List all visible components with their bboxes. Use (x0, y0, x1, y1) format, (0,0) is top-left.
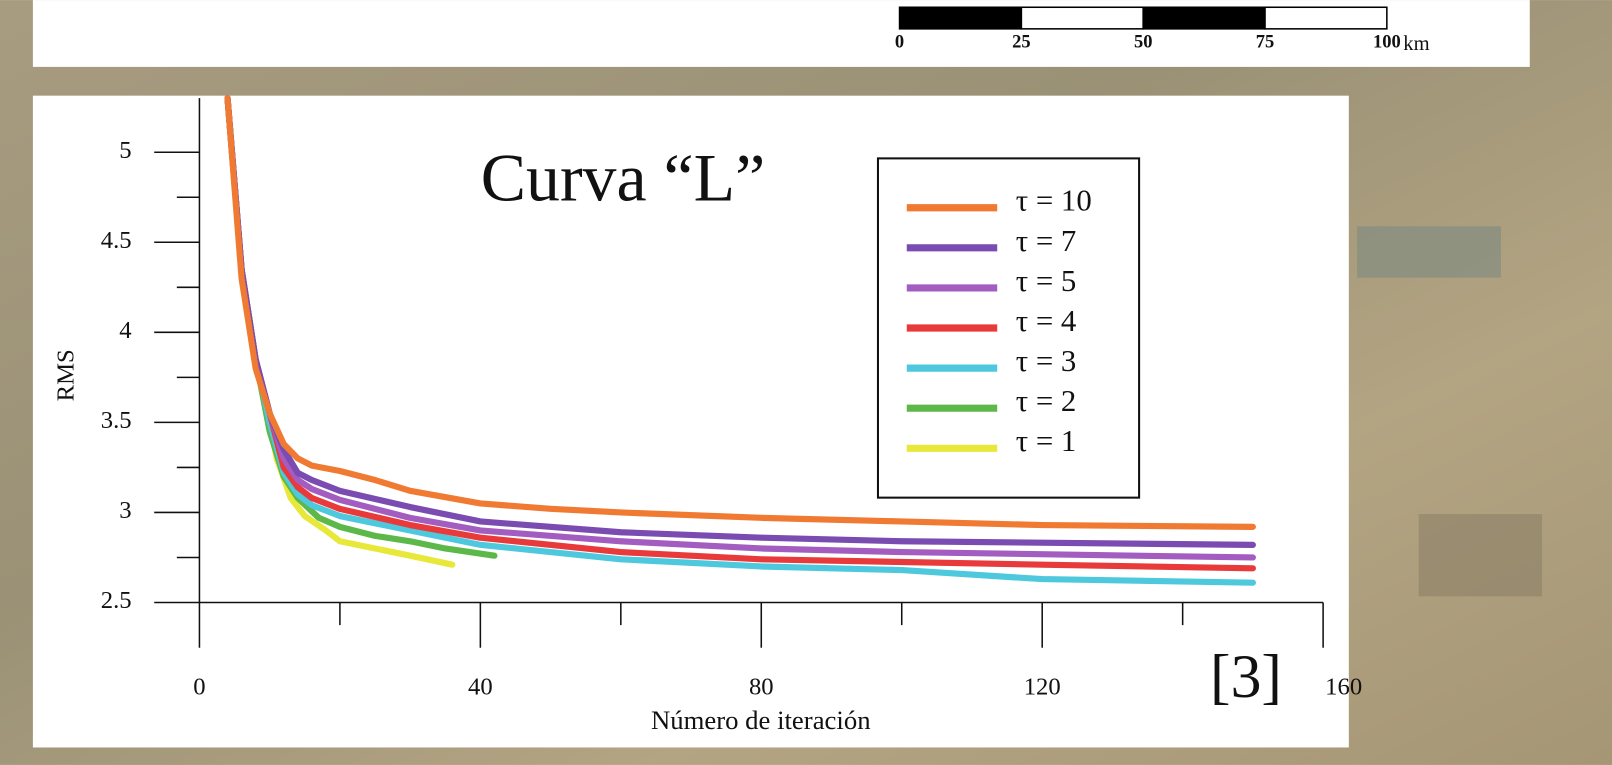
legend-label: τ = 3 (1016, 344, 1077, 378)
plot (224, 95, 1256, 586)
y-tick-label: 3 (119, 497, 131, 524)
y-tick-label: 3.5 (101, 407, 132, 434)
y-tick-label: 4 (119, 317, 131, 344)
legend-label: τ = 1 (1016, 424, 1077, 458)
scale-segment (1142, 6, 1266, 30)
series-line (224, 95, 1256, 530)
scale-label: 0 (895, 32, 904, 52)
chart-title: Curva “L” (481, 141, 765, 216)
x-tick-label: 120 (1024, 674, 1061, 701)
y-axis-label: RMS (53, 349, 80, 401)
x-tick-label: 160 (1325, 674, 1362, 701)
y-tick-label: 5 (119, 137, 131, 164)
scale-label: 50 (1134, 32, 1152, 52)
annotation: [3] (1210, 643, 1282, 711)
legend-label: τ = 2 (1016, 384, 1077, 418)
legend-label: τ = 7 (1016, 224, 1077, 258)
legend-label: τ = 4 (1016, 304, 1077, 338)
x-tick-label: 80 (749, 674, 774, 701)
background-patch (1418, 514, 1543, 597)
x-axis-label: Número de iteración (651, 705, 871, 735)
background-patch (1357, 226, 1501, 278)
y-tick-label: 2.5 (101, 587, 132, 614)
scale-unit: km (1403, 33, 1429, 55)
legend-label: τ = 5 (1016, 264, 1077, 298)
x-tick-label: 0 (193, 674, 205, 701)
scale-label: 100 (1373, 32, 1401, 52)
scale-bar: 0 25 50 75 100 km (895, 6, 1430, 55)
scale-label: 25 (1012, 32, 1031, 52)
scale-segment (1264, 6, 1388, 30)
scale-label: 75 (1256, 32, 1275, 52)
x-tick-label: 40 (468, 674, 493, 701)
scale-segment (1020, 6, 1144, 30)
y-tick-label: 4.5 (101, 227, 132, 254)
legend-label: τ = 10 (1016, 184, 1092, 218)
scale-segment (898, 6, 1023, 30)
